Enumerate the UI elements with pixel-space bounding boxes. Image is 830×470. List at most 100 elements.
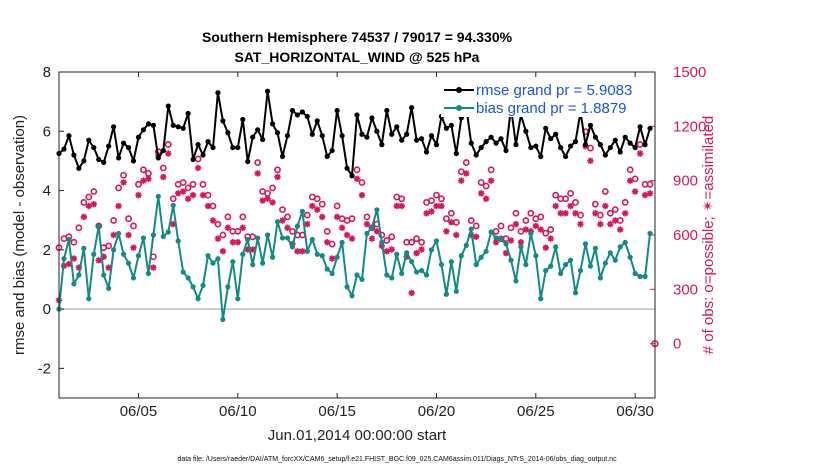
bias-point (314, 251, 320, 257)
bias-point (423, 272, 430, 278)
obs-possible-point (487, 166, 495, 174)
rmse-point (523, 128, 529, 134)
bias-point (235, 296, 241, 302)
bias-point (567, 257, 574, 263)
rmse-point (111, 124, 117, 130)
rmse-point (125, 144, 132, 151)
x-tick-label: 06/25 (517, 403, 555, 420)
obs-assimilated-point (100, 253, 107, 260)
obs-assimilated-point (537, 226, 544, 233)
rmse-point (602, 152, 608, 158)
legend: rmse grand pr = 5.9083 bias grand pr = 1… (441, 81, 641, 117)
chart-title: Southern Hemisphere 74537 / 79017 = 94.3… (202, 29, 513, 45)
rmse-point (409, 104, 415, 111)
rmse-point (513, 142, 519, 148)
rmse-point (448, 122, 454, 128)
rmse-point (558, 144, 564, 151)
bias-point (274, 219, 281, 225)
obs-assimilated-point (353, 175, 361, 183)
bias-point (394, 251, 400, 257)
obs-assimilated-point (612, 217, 619, 224)
obs-possible-point (433, 191, 440, 199)
bias-point (344, 284, 350, 290)
bias-point (200, 282, 206, 288)
bias-point (468, 226, 474, 232)
rmse-point (553, 131, 559, 137)
rmse-point (543, 125, 549, 131)
x-axis-label: Jun.01,2014 00:00:00 start (268, 427, 447, 444)
obs-possible-point (120, 171, 127, 179)
y2-tick-label: 300 (673, 281, 698, 298)
rmse-point (265, 88, 271, 94)
obs-possible-point (562, 195, 569, 203)
bias-point (409, 259, 415, 265)
y-tick-label: -2 (38, 360, 51, 377)
bias-point (86, 296, 92, 302)
obs-assimilated-point (428, 208, 435, 215)
obs-possible-point (85, 193, 93, 201)
obs-assimilated-point (328, 255, 336, 262)
rmse-point (235, 144, 241, 151)
bias-point (642, 273, 648, 280)
bias-point (106, 285, 112, 291)
x-tick-label: 06/30 (616, 403, 654, 420)
obs-assimilated-point (165, 150, 172, 157)
bias-point (165, 229, 171, 235)
obs-assimilated-point (388, 246, 395, 253)
bias-point (587, 263, 594, 269)
x-tick-label: 06/10 (219, 403, 257, 420)
bias-point (399, 270, 405, 277)
bias-point (96, 223, 102, 229)
obs-assimilated-point (199, 191, 207, 199)
obs-assimilated-point (115, 202, 122, 210)
y-tick-label: 8 (43, 64, 51, 81)
obs-assimilated-point (363, 220, 371, 228)
obs-assimilated-point (70, 255, 78, 262)
bias-point (289, 244, 296, 250)
bias-point (334, 254, 340, 260)
rmse-point (369, 115, 375, 121)
bias-point (81, 245, 87, 251)
obs-assimilated-point (343, 231, 351, 239)
rmse-point (394, 124, 400, 130)
obs-assimilated-point (179, 188, 187, 195)
rmse-point (185, 110, 191, 117)
plot-frame (58, 71, 656, 399)
obs-assimilated-point (398, 202, 405, 210)
obs-possible-point (169, 195, 177, 203)
bias-point (255, 235, 261, 241)
obs-possible-point (572, 198, 579, 206)
obs-assimilated-point (65, 260, 73, 268)
obs-assimilated-point (507, 237, 515, 244)
bias-point (309, 236, 315, 243)
bias-point (538, 296, 544, 302)
obs-possible-point (467, 217, 475, 224)
rmse-point (617, 149, 623, 155)
obs-possible-point (219, 231, 227, 239)
rmse-point (314, 118, 320, 124)
obs-assimilated-point (443, 228, 450, 235)
rmse-point (180, 125, 186, 131)
y2-tick-label: 1500 (673, 64, 706, 81)
bias-point (548, 263, 554, 269)
obs-possible-point (353, 166, 361, 174)
obs-assimilated-point (254, 170, 261, 177)
rmse-point (384, 107, 390, 114)
rmse-point (240, 116, 246, 123)
rmse-point (135, 134, 142, 140)
obs-assimilated-point (433, 202, 440, 210)
obs-assimilated-point (562, 210, 569, 217)
obs-assimilated-point (373, 228, 381, 235)
bias-point (572, 290, 579, 296)
y2-tick-label: 0 (673, 336, 681, 353)
obs-assimilated-point (487, 177, 495, 184)
rmse-point (533, 143, 539, 149)
obs-possible-point (279, 206, 286, 214)
rmse-point (319, 133, 325, 139)
obs-assimilated-point (135, 191, 142, 199)
rmse-point (607, 144, 613, 151)
rmse-point (642, 142, 648, 148)
bias-point (304, 248, 310, 254)
rmse-point (91, 144, 97, 151)
